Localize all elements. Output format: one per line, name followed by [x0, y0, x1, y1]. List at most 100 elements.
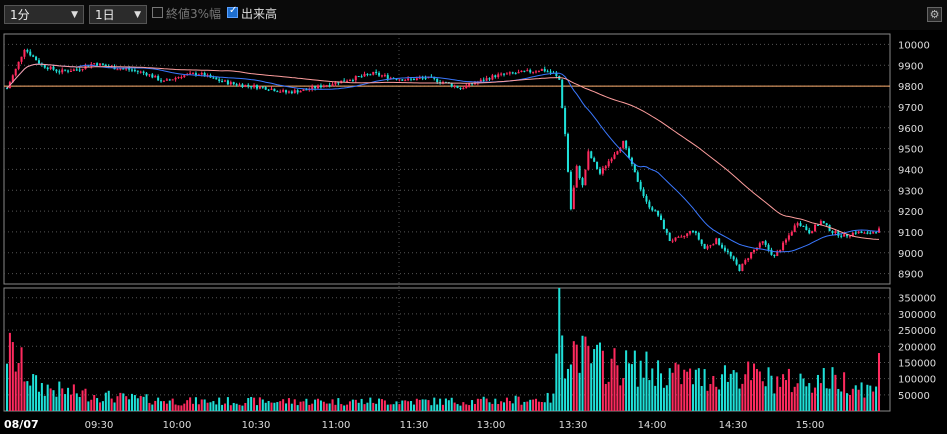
- volume-bar: [782, 374, 785, 411]
- volume-bar: [160, 401, 163, 411]
- candle-body: [831, 230, 834, 234]
- volume-bar: [221, 404, 224, 411]
- candle-body: [689, 231, 692, 234]
- candle-body: [276, 91, 279, 93]
- candle-body: [145, 72, 148, 76]
- volume-bar: [630, 364, 633, 411]
- candle-body: [814, 224, 817, 232]
- candle-body: [534, 71, 538, 73]
- x-tick-label: 11:30: [400, 420, 429, 431]
- candle-body: [482, 79, 485, 81]
- candle-body: [81, 69, 84, 71]
- volume-bar: [226, 397, 229, 411]
- volume-bar: [671, 372, 674, 411]
- candle-body: [869, 232, 872, 234]
- volume-bar: [706, 390, 709, 411]
- candle-body: [561, 79, 564, 108]
- candle-body: [404, 80, 407, 82]
- volume-bar: [64, 394, 67, 411]
- candle-body: [351, 80, 354, 82]
- candle-body: [590, 151, 593, 159]
- volume-bar: [561, 335, 564, 411]
- candle-body: [584, 169, 587, 186]
- volume-bar: [157, 397, 160, 411]
- volume-bar: [203, 399, 206, 411]
- volume-bar: [857, 389, 860, 411]
- volume-bar: [8, 332, 11, 411]
- volume-bar: [572, 341, 575, 411]
- volume-bar: [581, 335, 584, 411]
- volume-bar: [128, 399, 131, 411]
- interval-select[interactable]: 1分 ▼: [4, 5, 84, 24]
- candle-body: [848, 235, 851, 237]
- volume-bar: [75, 393, 78, 411]
- candle-body: [450, 83, 453, 87]
- volume-bar: [247, 398, 250, 411]
- volume-bar: [136, 398, 139, 411]
- volume-bar: [680, 384, 683, 411]
- volume-checkbox[interactable]: [227, 5, 238, 18]
- candle-body: [537, 70, 540, 72]
- candle-body: [523, 70, 526, 72]
- candle-body: [514, 73, 517, 75]
- candle-body: [296, 90, 299, 93]
- candle-body: [43, 64, 46, 68]
- candle-body: [162, 80, 165, 82]
- candle-body: [505, 73, 508, 75]
- x-tick-label: 11:00: [322, 420, 351, 431]
- volume-bar: [325, 403, 328, 411]
- candle-body: [229, 82, 232, 85]
- volume-bar: [357, 402, 360, 411]
- candle-body: [546, 71, 549, 73]
- volume-bar: [505, 397, 508, 411]
- candle-body: [261, 86, 264, 88]
- candle-body: [11, 75, 14, 83]
- candle-body: [613, 154, 616, 159]
- candle-body: [49, 66, 52, 70]
- volume-bar: [398, 404, 401, 411]
- volume-bar: [380, 399, 383, 411]
- x-tick-label: 15:00: [796, 420, 825, 431]
- volume-bar: [715, 386, 718, 411]
- candle-body: [854, 232, 857, 234]
- volume-bar: [119, 392, 122, 411]
- candle-body: [412, 78, 415, 81]
- moving-average-long: [6, 63, 880, 240]
- candle-body: [857, 231, 860, 234]
- volume-bar: [607, 381, 610, 411]
- candle-body: [366, 73, 369, 75]
- candle-body: [238, 84, 241, 86]
- volume-bar: [726, 381, 729, 411]
- range-select[interactable]: 1日 ▼: [89, 5, 147, 24]
- volume-bar: [848, 394, 851, 411]
- candle-body: [837, 231, 840, 236]
- volume-bar: [691, 384, 694, 411]
- close-3pct-checkbox[interactable]: [152, 7, 163, 18]
- close-3pct-label[interactable]: 終値3%幅: [166, 7, 222, 21]
- candle-body: [729, 251, 732, 257]
- candle-body: [540, 68, 543, 71]
- volume-bar: [433, 397, 436, 411]
- volume-bar: [49, 388, 52, 411]
- volume-bar: [735, 372, 738, 411]
- volume-bar: [534, 398, 538, 411]
- candle-body: [732, 256, 735, 260]
- volume-bar: [566, 368, 570, 411]
- volume-bar: [532, 399, 535, 411]
- volume-bar: [255, 405, 258, 411]
- candle-body: [212, 77, 215, 79]
- volume-bar: [354, 399, 357, 411]
- gear-icon[interactable]: ⚙: [927, 7, 942, 22]
- candle-body: [473, 83, 476, 85]
- volume-bar: [232, 402, 235, 411]
- volume-bar: [686, 371, 689, 411]
- x-tick-label: 10:00: [163, 420, 192, 431]
- candle-body: [497, 74, 500, 78]
- volume-bar: [395, 401, 398, 411]
- volume-bar: [482, 396, 485, 411]
- volume-bar: [386, 404, 389, 411]
- stock-chart: 10000 9900 9800 9700 9600 9500 9400 9300 9200 910…: [3, 33, 936, 431]
- volume-bar: [142, 396, 145, 411]
- volume-label[interactable]: 出来高: [241, 7, 278, 21]
- candle-body: [764, 241, 767, 245]
